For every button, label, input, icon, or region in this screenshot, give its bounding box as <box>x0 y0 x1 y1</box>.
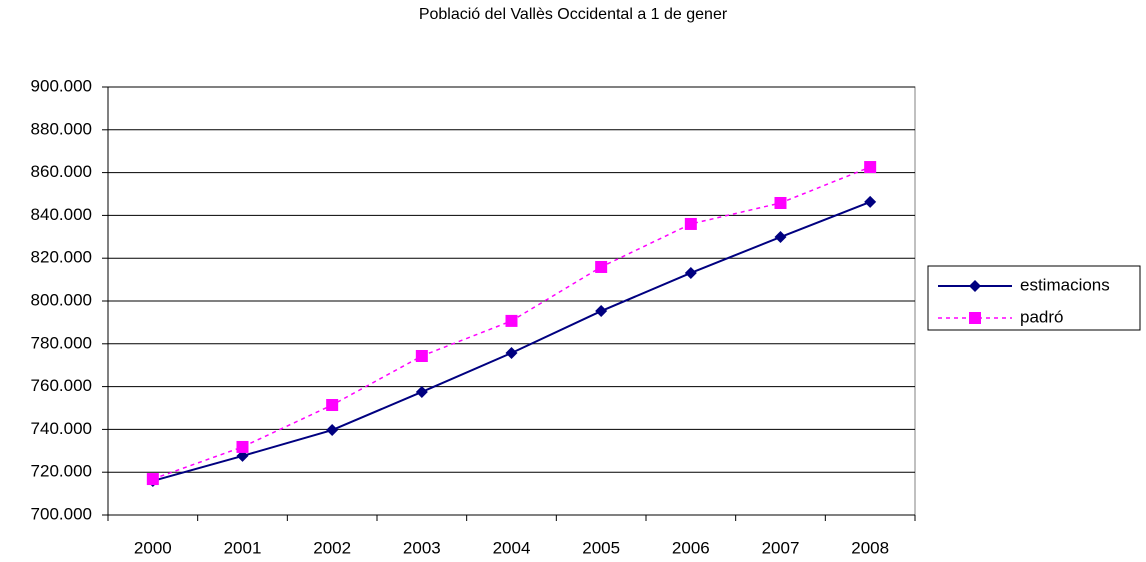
chart-title: Població del Vallès Occidental a 1 de ge… <box>419 6 728 23</box>
x-tick-label: 2003 <box>403 538 441 557</box>
x-tick-label: 2002 <box>313 538 351 557</box>
marker <box>326 424 339 437</box>
marker <box>969 280 981 292</box>
marker <box>684 266 697 279</box>
marker <box>864 161 877 174</box>
marker <box>774 231 787 244</box>
marker <box>415 349 428 362</box>
marker <box>236 440 249 453</box>
marker <box>146 473 159 486</box>
y-tick-label: 780.000 <box>31 333 92 352</box>
marker <box>595 260 608 273</box>
y-tick-label: 700.000 <box>31 504 92 523</box>
y-tick-label: 880.000 <box>31 119 92 138</box>
y-tick-label: 800.000 <box>31 290 92 309</box>
marker <box>326 399 339 412</box>
y-tick-label: 860.000 <box>31 162 92 181</box>
x-tick-label: 2001 <box>224 538 262 557</box>
x-tick-label: 2008 <box>851 538 889 557</box>
marker <box>415 385 428 398</box>
legend-label: padró <box>1020 307 1063 326</box>
x-tick-label: 2005 <box>582 538 620 557</box>
marker <box>595 305 608 318</box>
legend <box>927 265 1141 331</box>
y-tick-label: 820.000 <box>31 248 92 267</box>
y-tick-label: 900.000 <box>31 76 92 95</box>
legend-label: estimacions <box>1020 275 1110 294</box>
marker <box>969 312 981 324</box>
x-tick-label: 2006 <box>672 538 710 557</box>
x-tick-label: 2000 <box>134 538 172 557</box>
y-tick-label: 840.000 <box>31 205 92 224</box>
marker <box>864 195 877 208</box>
marker <box>505 347 518 360</box>
x-tick-label: 2004 <box>493 538 531 557</box>
marker <box>774 196 787 209</box>
x-tick-label: 2007 <box>762 538 800 557</box>
marker <box>505 314 518 327</box>
marker <box>684 217 697 230</box>
y-tick-label: 740.000 <box>31 419 92 438</box>
y-tick-label: 760.000 <box>31 376 92 395</box>
y-tick-label: 720.000 <box>31 462 92 481</box>
